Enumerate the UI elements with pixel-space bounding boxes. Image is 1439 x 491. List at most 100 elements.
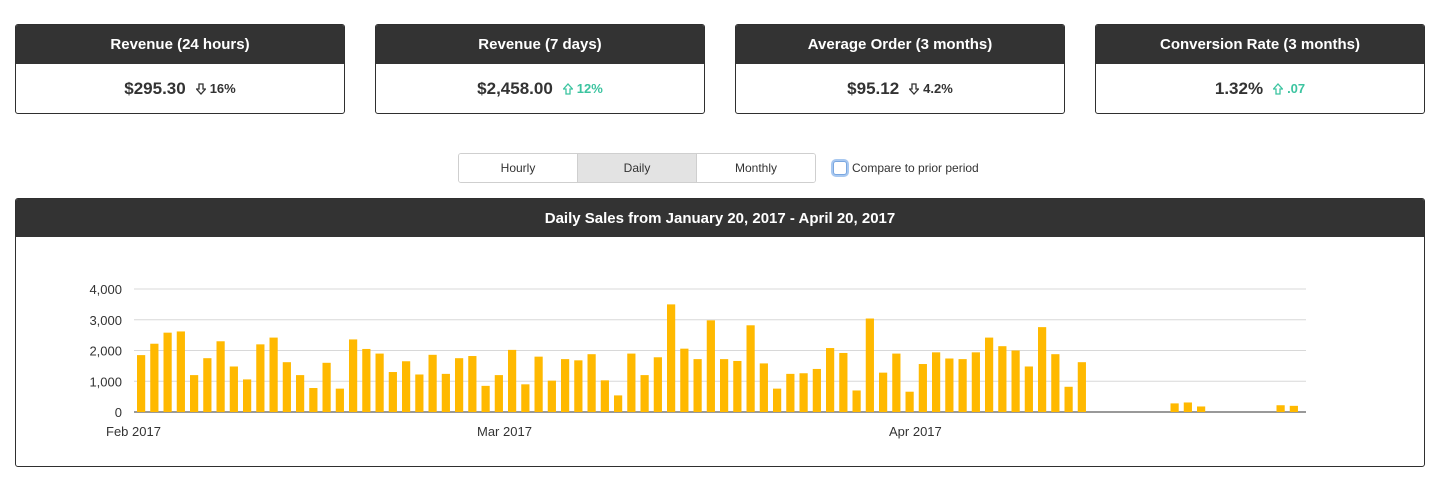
chart-bar[interactable] — [441, 373, 450, 412]
chart-bar[interactable] — [693, 359, 702, 412]
period-selector: Hourly Daily Monthly — [458, 153, 816, 183]
chart-bar[interactable] — [852, 390, 861, 412]
arrow-up-icon — [1273, 82, 1284, 95]
chart-bar[interactable] — [826, 348, 835, 412]
chart-bar[interactable] — [521, 384, 530, 412]
y-tick-label: 1,000 — [89, 374, 122, 389]
chart-bar[interactable] — [799, 373, 808, 412]
chart-bar[interactable] — [574, 360, 583, 412]
chart-bar[interactable] — [918, 364, 927, 412]
chart-bar[interactable] — [415, 374, 424, 412]
chart-bar[interactable] — [985, 337, 994, 412]
arrow-down-icon — [195, 82, 206, 95]
chart-bar[interactable] — [150, 343, 159, 412]
x-tick-label: Apr 2017 — [889, 424, 942, 439]
kpi-change-value: 4.2% — [923, 81, 953, 96]
chart-bar[interactable] — [746, 325, 755, 412]
chart-bar[interactable] — [1077, 362, 1086, 412]
chart-bar[interactable] — [547, 380, 556, 412]
chart-bar[interactable] — [945, 358, 954, 413]
kpi-change: 16% — [195, 81, 236, 96]
chart-bar[interactable] — [1197, 406, 1206, 412]
chart-bar[interactable] — [282, 362, 291, 412]
chart-bar[interactable] — [1064, 386, 1073, 412]
chart-bar[interactable] — [428, 354, 437, 412]
chart-bar[interactable] — [1170, 403, 1179, 412]
chart-bar[interactable] — [1051, 354, 1060, 412]
chart-bar[interactable] — [349, 339, 358, 412]
chart-bar[interactable] — [1011, 350, 1020, 413]
chart-bar[interactable] — [229, 366, 238, 412]
chart-bar[interactable] — [494, 375, 503, 412]
chart-bar[interactable] — [481, 385, 490, 412]
kpi-change-value: 12% — [576, 81, 603, 96]
chart-bar[interactable] — [163, 332, 172, 412]
chart-bar[interactable] — [455, 358, 464, 412]
chart-bar[interactable] — [269, 337, 278, 412]
chart-bar[interactable] — [1276, 405, 1285, 412]
arrow-down-icon — [909, 82, 920, 95]
chart-bar[interactable] — [362, 348, 371, 412]
chart-bar[interactable] — [176, 331, 185, 412]
compare-label: Compare to prior period — [852, 161, 979, 175]
chart-bar[interactable] — [627, 353, 636, 412]
chart-bar[interactable] — [375, 353, 384, 412]
chart-bar[interactable] — [1024, 366, 1033, 412]
chart-bar[interactable] — [653, 357, 662, 412]
chart-bar[interactable] — [905, 391, 914, 412]
chart-bar[interactable] — [759, 363, 768, 412]
kpi-card-average-order: Average Order (3 months) $95.12 4.2% — [735, 24, 1065, 114]
chart-bar[interactable] — [786, 373, 795, 412]
chart-bar[interactable] — [720, 359, 729, 412]
chart-bar[interactable] — [773, 388, 782, 412]
chart-bar[interactable] — [587, 354, 596, 412]
kpi-title: Revenue (7 days) — [376, 25, 704, 64]
chart-bar[interactable] — [1183, 402, 1192, 412]
kpi-value: 1.32% — [1214, 78, 1264, 98]
y-tick-label: 4,000 — [89, 282, 122, 297]
tab-monthly[interactable]: Monthly — [697, 154, 815, 182]
x-tick-label: Mar 2017 — [477, 424, 532, 439]
chart-bar[interactable] — [402, 361, 411, 412]
tab-daily[interactable]: Daily — [578, 154, 697, 182]
chart-bar[interactable] — [216, 341, 225, 412]
compare-toggle[interactable]: Compare to prior period — [833, 161, 979, 175]
chart-bar[interactable] — [932, 352, 941, 412]
chart-bar[interactable] — [865, 318, 874, 412]
chart-bar[interactable] — [1038, 327, 1047, 412]
chart-bar[interactable] — [561, 359, 570, 412]
y-tick-label: 3,000 — [89, 313, 122, 328]
chart-bar[interactable] — [839, 352, 848, 412]
chart-bar[interactable] — [137, 355, 146, 412]
chart-bar[interactable] — [335, 388, 344, 412]
chart-bar[interactable] — [600, 380, 609, 412]
compare-checkbox[interactable] — [833, 161, 847, 175]
chart-bar[interactable] — [322, 362, 331, 412]
chart-bar[interactable] — [388, 372, 397, 412]
chart-bar[interactable] — [680, 348, 689, 412]
chart-bar[interactable] — [296, 375, 305, 412]
chart-bar[interactable] — [190, 375, 199, 412]
chart-bar[interactable] — [534, 356, 543, 412]
chart-bar[interactable] — [892, 353, 901, 412]
chart-bar[interactable] — [256, 344, 265, 412]
chart-bar[interactable] — [508, 349, 517, 412]
kpi-title: Revenue (24 hours) — [16, 25, 344, 64]
chart-bar[interactable] — [468, 356, 477, 412]
chart-bar[interactable] — [971, 352, 980, 412]
chart-bar[interactable] — [667, 304, 676, 413]
chart-bar[interactable] — [203, 358, 212, 412]
chart-bar[interactable] — [879, 372, 888, 412]
chart-bar[interactable] — [998, 346, 1007, 412]
chart-bar[interactable] — [958, 359, 967, 412]
chart-bar[interactable] — [614, 395, 623, 412]
chart-bar[interactable] — [706, 320, 715, 412]
chart-bar[interactable] — [243, 379, 252, 412]
tab-hourly[interactable]: Hourly — [459, 154, 578, 182]
chart-bar[interactable] — [733, 360, 742, 412]
chart-bar[interactable] — [812, 368, 821, 412]
arrow-up-icon — [562, 82, 573, 95]
chart-bar[interactable] — [640, 375, 649, 412]
chart-bar[interactable] — [309, 388, 318, 412]
chart-bar[interactable] — [1289, 405, 1298, 412]
